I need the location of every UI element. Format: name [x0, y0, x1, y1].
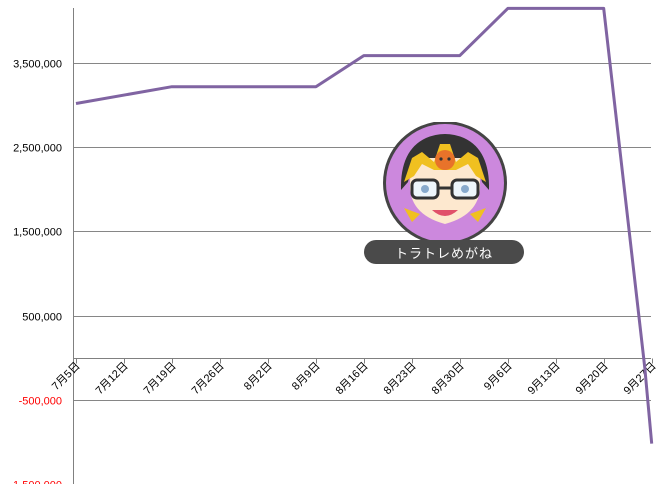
- y-tick-label: -1,500,000: [9, 480, 62, 484]
- x-tick-label: 9月6日: [482, 360, 515, 393]
- y-tick-label: 3,500,000: [13, 59, 62, 71]
- x-tick-label: 8月30日: [430, 360, 467, 397]
- y-tick-label: 1,500,000: [13, 227, 62, 239]
- y-tick-label: -500,000: [19, 396, 62, 408]
- x-tick-label: 7月26日: [190, 360, 227, 397]
- x-tick-labels: 7月5日 7月12日 7月19日 7月26日 8月2日 8月9日 8月16日 8月23日 8月3…: [50, 358, 659, 397]
- series-line: [75, 6, 654, 444]
- x-tick-label: 9月13日: [526, 360, 563, 397]
- x-tick-label: 7月19日: [142, 360, 179, 397]
- x-tick-label: 9月27日: [622, 360, 659, 397]
- x-tick-label: 7月5日: [50, 360, 83, 393]
- trader-avatar-icon: [383, 122, 507, 245]
- x-tick-label: 9月20日: [574, 360, 611, 397]
- x-tick-label: 8月23日: [382, 360, 419, 397]
- badge-label: トラトレめがね: [364, 240, 524, 264]
- y-tick-label: 2,500,000: [13, 143, 62, 155]
- x-tick-label: 7月12日: [94, 360, 131, 397]
- x-tick-label: 8月9日: [290, 360, 323, 393]
- y-tick-label: 500,000: [22, 312, 62, 324]
- gridlines: [73, 63, 651, 401]
- x-tick-label: 8月2日: [242, 360, 275, 393]
- y-tick-labels: 3,500,000 2,500,000 1,500,000 500,000 -500,0…: [9, 59, 62, 484]
- x-tick-label: 8月16日: [334, 360, 371, 397]
